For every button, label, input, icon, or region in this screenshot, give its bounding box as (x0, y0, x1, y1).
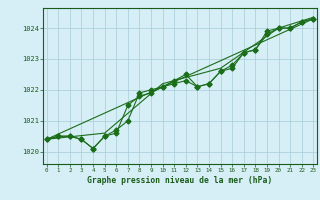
X-axis label: Graphe pression niveau de la mer (hPa): Graphe pression niveau de la mer (hPa) (87, 176, 273, 185)
